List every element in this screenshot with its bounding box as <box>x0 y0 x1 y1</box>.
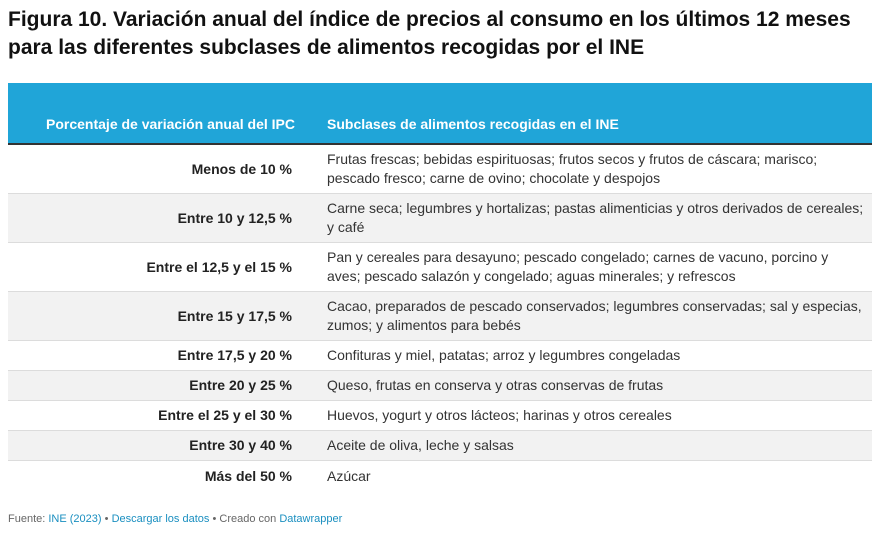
header-range-column: Porcentaje de variación anual del IPC <box>46 116 295 132</box>
subclasses-cell: Queso, frutas en conserva y otras conser… <box>327 377 664 393</box>
subclasses-cell: Huevos, yogurt y otros lácteos; harinas … <box>327 407 672 423</box>
subclasses-cell: Azúcar <box>327 467 371 484</box>
table-row: Entre 20 y 25 % Queso, frutas en conserv… <box>8 371 872 401</box>
range-cell: Entre el 12,5 y el 15 % <box>146 258 292 275</box>
table-row: Entre el 25 y el 30 % Huevos, yogurt y o… <box>8 401 872 431</box>
range-cell: Entre 15 y 17,5 % <box>177 307 292 324</box>
table-header: Porcentaje de variación anual del IPC Su… <box>8 83 872 143</box>
table-row: Entre 17,5 y 20 % Confituras y miel, pat… <box>8 341 872 371</box>
download-data-link[interactable]: Descargar los datos <box>111 513 210 525</box>
header-divider <box>8 143 872 145</box>
source-label: Fuente: <box>8 513 46 525</box>
range-cell: Menos de 10 % <box>191 160 292 177</box>
range-cell: Entre el 25 y el 30 % <box>158 407 292 423</box>
table-row: Menos de 10 % Frutas frescas; bebidas es… <box>8 145 872 194</box>
subclasses-cell: Confituras y miel, patatas; arroz y legu… <box>327 347 681 363</box>
table-body: Menos de 10 % Frutas frescas; bebidas es… <box>8 145 872 491</box>
page-title: Figura 10. Variación anual del índice de… <box>8 8 851 59</box>
range-cell: Entre 10 y 12,5 % <box>177 209 292 226</box>
created-with-label: Creado con <box>219 513 277 525</box>
table-row: Más del 50 % Azúcar <box>8 461 872 491</box>
table-row: Entre 15 y 17,5 % Cacao, preparados de p… <box>8 292 872 341</box>
datawrapper-link[interactable]: Datawrapper <box>279 513 343 525</box>
range-cell: Entre 30 y 40 % <box>189 437 292 453</box>
subclasses-cell: Aceite de oliva, leche y salsas <box>327 437 514 453</box>
range-cell: Entre 17,5 y 20 % <box>177 347 292 363</box>
table-row: Entre 10 y 12,5 % Carne seca; legumbres … <box>8 194 872 243</box>
subclasses-cell: Carne seca; legumbres y hortalizas; past… <box>327 200 864 235</box>
range-cell: Más del 50 % <box>204 467 292 484</box>
footer-separator: • <box>104 513 109 525</box>
data-table: Porcentaje de variación anual del IPC Su… <box>8 83 872 491</box>
subclasses-cell: Cacao, preparados de pescado conservados… <box>327 298 862 333</box>
table-row: Entre el 12,5 y el 15 % Pan y cereales p… <box>8 243 872 292</box>
subclasses-cell: Pan y cereales para desayuno; pescado co… <box>327 249 829 284</box>
footer-separator: • <box>212 513 217 525</box>
table-row: Entre 30 y 40 % Aceite de oliva, leche y… <box>8 431 872 461</box>
footer: Fuente: INE (2023) • Descargar los datos… <box>8 512 342 526</box>
source-link[interactable]: INE (2023) <box>48 513 102 525</box>
subclasses-cell: Frutas frescas; bebidas espirituosas; fr… <box>327 151 818 186</box>
header-subclasses-column: Subclases de alimentos recogidas en el I… <box>327 116 619 132</box>
range-cell: Entre 20 y 25 % <box>189 377 292 393</box>
